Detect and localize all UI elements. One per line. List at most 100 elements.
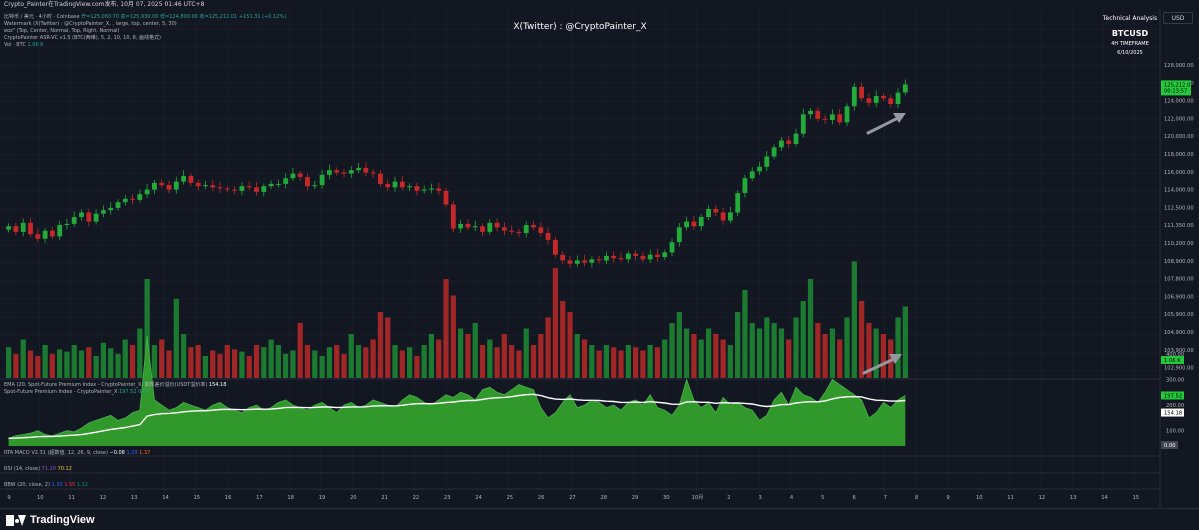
candle-body bbox=[71, 217, 77, 224]
chart-canvas[interactable]: X(Twitter) : @CryptoPainter_X 128,000.00… bbox=[0, 9, 1199, 508]
currency-button[interactable]: USD bbox=[1163, 12, 1193, 24]
macd-legend[interactable]: RTA MACD V2.31 (超数值, 12, 26, 9, close) −… bbox=[4, 450, 150, 457]
time-tick-label: 12 bbox=[1039, 495, 1046, 501]
premium-ema-legend[interactable]: EMA (20, Spot-Future Premium Index - Cry… bbox=[4, 382, 226, 389]
candle-body bbox=[130, 198, 136, 200]
candle-body bbox=[93, 213, 99, 222]
candle-body bbox=[421, 189, 427, 191]
candle-body bbox=[122, 198, 128, 203]
volume-bar bbox=[844, 317, 850, 378]
candle-body bbox=[611, 255, 617, 259]
volume-bar bbox=[224, 345, 230, 378]
bbw-value-1: 1.30 bbox=[51, 482, 63, 488]
candle-body bbox=[764, 156, 770, 167]
candle-body bbox=[720, 212, 726, 221]
volume-bar bbox=[363, 347, 369, 378]
volume-bar bbox=[902, 306, 908, 378]
watermark-indicator-legend[interactable]: Watermark (X(Twitter) : @CryptoPainter_X… bbox=[4, 21, 177, 27]
macd-label: RTA MACD V2.31 (超数值, 12, 26, 9, close) bbox=[4, 450, 108, 456]
time-tick-label: 26 bbox=[538, 495, 545, 501]
last-price-label: 125,212.01 bbox=[1164, 82, 1194, 88]
bbw-legend[interactable]: BBW (20, close, 2) 1.30 1.55 1.12 bbox=[4, 482, 88, 489]
volume-bar bbox=[603, 345, 610, 378]
volume-bar bbox=[173, 298, 179, 378]
volume-bar bbox=[589, 345, 595, 378]
candle-body bbox=[28, 222, 33, 235]
time-tick-label: 10 bbox=[37, 495, 44, 501]
time-tick-label: 30 bbox=[663, 495, 670, 501]
candle-body bbox=[268, 183, 274, 187]
eoz-indicator-legend[interactable]: eoz" (Top, Center, Normal, Top, Right, N… bbox=[4, 28, 120, 34]
candle-body bbox=[450, 204, 456, 229]
candle-body bbox=[830, 114, 835, 120]
candle-body bbox=[363, 167, 369, 173]
candle-body bbox=[210, 185, 216, 188]
volume-bar bbox=[465, 334, 471, 378]
volume-legend[interactable]: Vol · BTC 1.06 K bbox=[4, 42, 44, 49]
time-tick-label: 8 bbox=[915, 495, 918, 501]
candle-body bbox=[553, 239, 558, 255]
candle-body bbox=[290, 173, 296, 179]
volume-bar bbox=[691, 334, 697, 378]
price-tick-label: 106,900.00 bbox=[1164, 294, 1194, 300]
volume-legend-label: Vol · BTC bbox=[4, 42, 26, 48]
asr-vc-indicator-legend[interactable]: CryptoPainter ASR-VC v1.5 (BTC(两维), 5, 2… bbox=[4, 35, 161, 41]
candle-body bbox=[378, 173, 383, 184]
premium-ema-line bbox=[8, 393, 906, 439]
candle-body bbox=[144, 189, 150, 195]
rsi-value-2: 70.12 bbox=[57, 466, 72, 472]
time-tick-label: 11 bbox=[68, 495, 75, 501]
candle-body bbox=[370, 172, 376, 174]
tradingview-logo[interactable]: TradingView bbox=[6, 513, 95, 527]
volume-bar bbox=[581, 339, 588, 378]
candle-body bbox=[509, 230, 515, 232]
rsi-legend[interactable]: RSI (14, close) 71.20 70.12 bbox=[4, 466, 72, 473]
candle-body bbox=[815, 110, 821, 119]
time-tick-label: 4 bbox=[790, 495, 794, 501]
volume-bar bbox=[13, 353, 19, 378]
volume-bar bbox=[705, 328, 712, 378]
volume-bar bbox=[771, 323, 777, 378]
volume-bar bbox=[618, 350, 624, 378]
candle-body bbox=[545, 233, 551, 240]
volume-bar bbox=[684, 328, 690, 378]
time-tick-label: 27 bbox=[569, 495, 576, 501]
candle-body bbox=[101, 210, 106, 214]
candle-body bbox=[86, 212, 92, 222]
time-tick-label: 10月 bbox=[692, 494, 704, 501]
macd-value-3: 1.37 bbox=[139, 450, 151, 456]
candle-body bbox=[538, 227, 544, 233]
volume-bar bbox=[166, 350, 172, 378]
candle-body bbox=[560, 254, 566, 261]
premium-line bbox=[8, 335, 906, 439]
premium-axis[interactable]: 400.00 300.00 200.00 100.00 bbox=[1166, 352, 1184, 435]
volume-bar bbox=[742, 290, 748, 378]
bbw-value-2: 1.55 bbox=[64, 482, 76, 488]
volume-bar bbox=[530, 345, 537, 378]
time-axis[interactable]: 9 10 11 12 13 14 15 16 17 18 19 20 21 22 23 24 25 26 27 28 2… bbox=[7, 494, 1139, 501]
candle-body bbox=[749, 171, 755, 179]
candle-body bbox=[57, 225, 63, 237]
candle-body bbox=[224, 188, 230, 190]
time-tick-label: 19 bbox=[319, 495, 326, 501]
volume-bar bbox=[181, 334, 187, 378]
time-tick-label: 14 bbox=[1101, 495, 1108, 501]
volume-bar bbox=[443, 279, 449, 378]
candle-body bbox=[254, 187, 259, 192]
main-series-legend[interactable]: 比特币 / 美元 · 4小时 · Coinbase 开=125,060.70 高… bbox=[4, 14, 286, 21]
premium-index-value-2: 0.00 bbox=[138, 389, 150, 395]
change-value: +151.31 (+0.12%) bbox=[238, 14, 287, 20]
volume-bar bbox=[450, 295, 456, 378]
open-value: 开=125,060.70 bbox=[81, 14, 120, 20]
candle-body bbox=[582, 260, 588, 263]
volume-bar bbox=[713, 334, 719, 378]
candle-body bbox=[494, 222, 500, 228]
time-tick-label: 17 bbox=[256, 495, 263, 501]
premium-index-legend[interactable]: Spot-Future Premium Index - CryptoPainte… bbox=[4, 389, 149, 396]
macd-value-1: −0.08 bbox=[109, 450, 125, 456]
time-tick-label: 21 bbox=[381, 495, 388, 501]
volume-bar bbox=[290, 350, 296, 378]
volume-bar bbox=[866, 323, 872, 378]
candle-body bbox=[79, 212, 84, 218]
candle-body bbox=[173, 181, 179, 190]
